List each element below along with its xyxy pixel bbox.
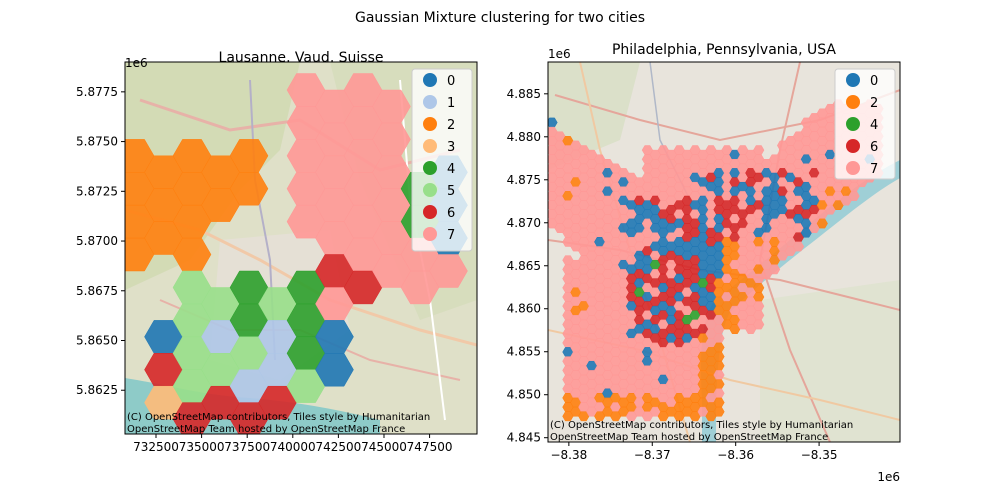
x-tick-label: −8.38 [550, 448, 587, 462]
lausanne-axes-frame [124, 61, 478, 435]
legend-marker [846, 95, 860, 109]
lausanne-attribution: (C) OpenStreetMap contributors, Tiles st… [127, 412, 430, 435]
philadelphia-axes-frame [547, 61, 901, 443]
lausanne-y-axis: 5.8625 5.8650 5.8675 5.8700 5.8725 5.8750 5.87… [76, 85, 125, 397]
hexbin [315, 353, 354, 387]
legend-label: 7 [447, 228, 455, 243]
y-tick-label: 4.850 [507, 388, 541, 402]
legend-marker [423, 73, 437, 87]
legend-label: 3 [447, 140, 455, 155]
y-tick-label: 4.885 [507, 87, 541, 101]
y-tick-label: 4.860 [507, 302, 541, 316]
legend-label: 7 [870, 162, 878, 177]
y-tick-label: 4.880 [507, 130, 541, 144]
lausanne-attribution-line-2: OpenStreetMap Team hosted by OpenStreetM… [127, 424, 405, 435]
lausanne-legend: 0 1 2 3 4 5 6 7 [411, 68, 473, 252]
legend-marker [423, 183, 437, 197]
y-tick-label: 4.845 [507, 431, 541, 445]
y-tick-label: 5.8725 [76, 184, 118, 198]
philadelphia-attribution-line-1: (C) OpenStreetMap contributors, Tiles st… [550, 420, 853, 431]
x-tick-label: 740000 [270, 440, 316, 454]
lausanne-hexbins [125, 73, 468, 434]
philadelphia-attribution: (C) OpenStreetMap contributors, Tiles st… [550, 420, 853, 443]
legend-marker [423, 205, 437, 219]
hexbin [713, 406, 725, 417]
x-tick-label: 735000 [179, 440, 225, 454]
y-tick-label: 4.870 [507, 216, 541, 230]
philadelphia-y-offset-label: 1e6 [548, 47, 571, 61]
legend-marker [423, 227, 437, 241]
lausanne-attribution-line-1: (C) OpenStreetMap contributors, Tiles st… [127, 412, 430, 423]
x-tick-label: −8.35 [801, 448, 838, 462]
legend-marker [846, 161, 860, 175]
philadelphia-title: Philadelphia, Pennsylvania, USA [612, 42, 836, 58]
lausanne-x-axis: 732500 735000 737500 740000 742500 745000 7475… [133, 434, 452, 454]
y-tick-label: 5.8750 [76, 135, 118, 149]
legend-label: 4 [447, 162, 455, 177]
legend-label: 1 [447, 96, 455, 111]
philadelphia-legend-box [834, 68, 896, 180]
legend-marker [846, 139, 860, 153]
y-tick-label: 5.8675 [76, 284, 118, 298]
x-tick-label: −8.36 [717, 448, 754, 462]
legend-label: 6 [870, 140, 878, 155]
legend-marker [846, 117, 860, 131]
philadelphia-x-axis: −8.38 −8.37 −8.36 −8.35 [550, 442, 837, 462]
hexbin [229, 172, 269, 206]
hexbin [429, 254, 468, 288]
y-tick-label: 4.855 [507, 345, 541, 359]
y-tick-label: 4.875 [507, 173, 541, 187]
y-tick-label: 5.8775 [76, 85, 118, 99]
x-tick-label: 747500 [407, 440, 453, 454]
hexbin [753, 319, 765, 330]
philadelphia-attribution-line-2: OpenStreetMap Team hosted by OpenStreetM… [550, 432, 828, 443]
x-tick-label: 732500 [133, 440, 179, 454]
philadelphia-legend: 0 2 4 6 7 [834, 68, 896, 180]
philadelphia-y-axis: 4.845 4.850 4.855 4.860 4.865 4.870 4.875 4.880… [507, 87, 548, 445]
legend-label: 0 [447, 74, 455, 89]
x-tick-label: 742500 [315, 440, 361, 454]
legend-marker [423, 139, 437, 153]
hexbin [848, 191, 860, 201]
hexbin [816, 218, 828, 229]
legend-marker [423, 161, 437, 175]
legend-label: 0 [870, 74, 878, 89]
legend-label: 4 [870, 118, 878, 133]
figure-title: Gaussian Mixture clustering for two citi… [355, 10, 645, 26]
lausanne-panel: Lausanne, Vaud, Suisse 732500 735000 73750… [76, 50, 478, 454]
legend-marker [423, 117, 437, 131]
y-tick-label: 5.8650 [76, 334, 118, 348]
legend-label: 2 [447, 118, 455, 133]
y-tick-label: 5.8625 [76, 383, 118, 397]
lausanne-legend-box [411, 68, 473, 252]
legend-marker [423, 95, 437, 109]
x-tick-label: 737500 [224, 440, 270, 454]
legend-label: 5 [447, 184, 455, 199]
legend-label: 6 [447, 206, 455, 221]
hexbin [792, 241, 805, 252]
lausanne-y-offset-label: 1e6 [125, 56, 148, 70]
philadelphia-panel: Philadelphia, Pennsylvania, USA −8.38 −8.… [507, 42, 901, 484]
legend-label: 2 [870, 96, 878, 111]
y-tick-label: 4.865 [507, 259, 541, 273]
hexbin [769, 264, 781, 275]
x-tick-label: −8.37 [634, 448, 671, 462]
x-tick-label: 745000 [361, 440, 407, 454]
y-tick-label: 5.8700 [76, 234, 118, 248]
philadelphia-x-offset-label: 1e6 [877, 470, 900, 484]
legend-marker [846, 73, 860, 87]
